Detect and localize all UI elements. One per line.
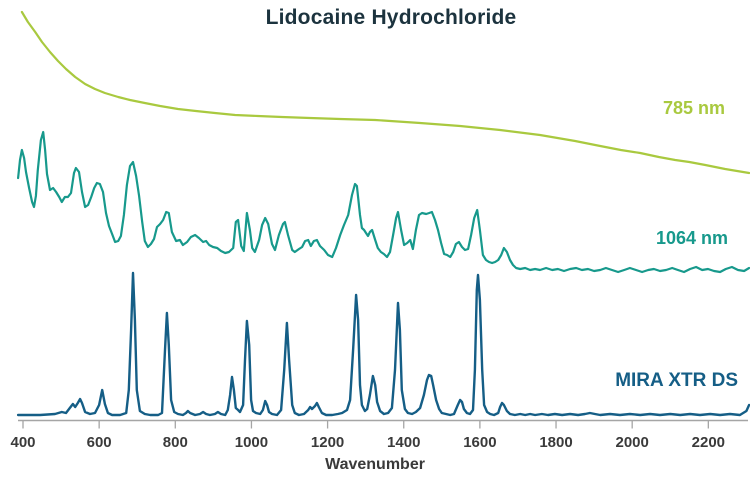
x-axis-tick-label: 800 — [163, 434, 188, 451]
x-axis-tick-label: 2000 — [615, 434, 648, 451]
spectrum-785nm — [20, 10, 750, 175]
x-axis-tick-label: 1200 — [311, 434, 344, 451]
x-axis-tick-label: 1400 — [387, 434, 420, 451]
spectrum-mira-xtr-ds — [16, 271, 750, 417]
x-axis-tick-label: 1800 — [539, 434, 572, 451]
x-axis-tick-label: 400 — [10, 434, 35, 451]
x-axis-tick-label: 1600 — [463, 434, 496, 451]
series-label-1064nm: 1064 nm — [655, 228, 728, 248]
x-axis-tick-label: 600 — [87, 434, 112, 451]
series-label-mira-xtr-ds: MIRA XTR DS — [615, 370, 738, 391]
spectrum-1064nm — [17, 130, 750, 274]
x-axis-tick-label: 1000 — [235, 434, 268, 451]
series-label-785nm: 785 nm — [662, 98, 725, 118]
x-axis-tick-label: 2200 — [692, 434, 725, 451]
chart-title: Lidocaine Hydrochloride — [265, 6, 517, 29]
x-axis-title: Wavenumber — [325, 456, 425, 473]
